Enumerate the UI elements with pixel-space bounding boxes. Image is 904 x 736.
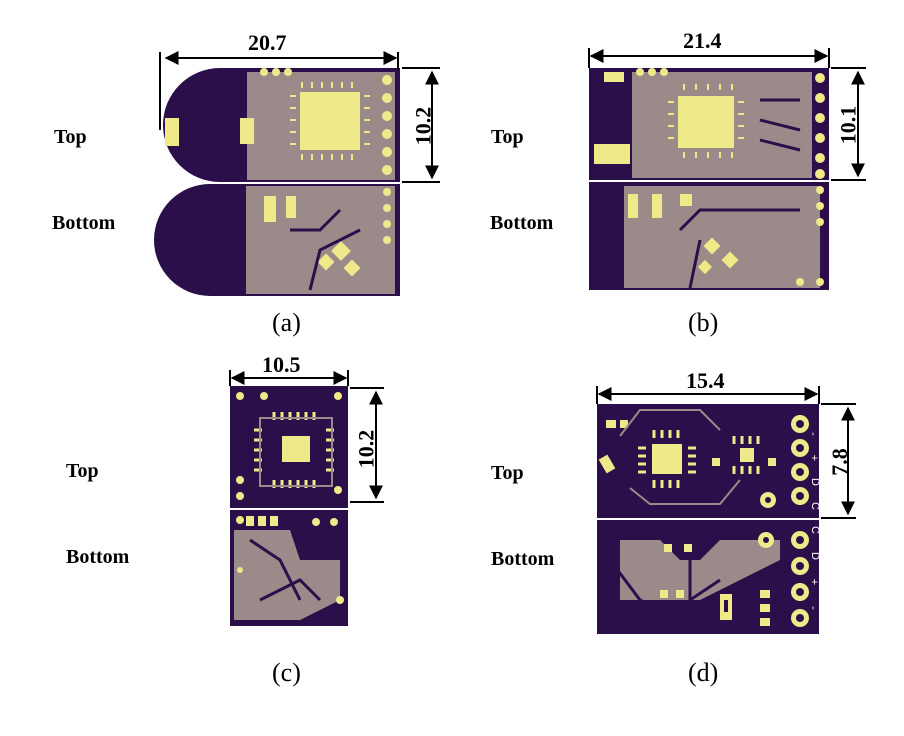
panel-d-bottom-label: Bottom <box>491 548 555 570</box>
panel-b-height-dimension: 10.1 <box>835 105 861 145</box>
panel-c-top-board <box>230 386 348 508</box>
panel-d-top-pin-label: + <box>808 454 821 462</box>
panel-d-bottom-board <box>597 520 819 634</box>
panel-c-height-dimension: 10.2 <box>353 429 379 469</box>
panel-d-top-pin-label: D <box>808 478 821 486</box>
panel-d-bottom-pin-label: C <box>808 526 821 534</box>
panel-a-top-board <box>163 68 400 182</box>
panel-c-bottom-label: Bottom <box>66 546 130 568</box>
panel-a-bottom-board <box>154 184 400 296</box>
panel-d-top-pin-label: C <box>808 502 821 510</box>
panel-b-top-board <box>589 68 829 180</box>
panel-a-dimensions <box>159 51 440 183</box>
panel-b-caption: (b) <box>688 308 719 337</box>
panel-a-height-dimension: 10.2 <box>410 106 436 146</box>
panel-d-top-pin-label: - <box>806 432 819 436</box>
panel-d-top-board <box>597 404 819 518</box>
panel-d-top-label: Top <box>491 462 524 484</box>
panel-b-bottom-label: Bottom <box>490 212 554 234</box>
panel-c-caption: (c) <box>272 658 301 687</box>
panel-c-top-label: Top <box>66 460 99 482</box>
panel-b-width-dimension: 21.4 <box>683 28 722 53</box>
panel-d-height-dimension: 7.8 <box>826 448 852 476</box>
panel-d-bottom-pin-label: D <box>808 552 821 560</box>
panel-b-top-label: Top <box>491 126 524 148</box>
panel-b-bottom-board <box>589 182 829 290</box>
panel-d-dimensions <box>596 386 856 519</box>
panel-d-width-dimension: 15.4 <box>686 368 725 393</box>
panel-a-bottom-label: Bottom <box>52 212 116 234</box>
panel-d-caption: (d) <box>688 658 719 687</box>
panel-c-dimensions <box>229 370 384 503</box>
panel-a-width-dimension: 20.7 <box>248 30 287 55</box>
panel-a-caption: (a) <box>272 308 301 337</box>
panel-b-dimensions <box>588 48 866 181</box>
panel-d-bottom-pin-label: + <box>808 578 821 586</box>
panel-c-bottom-board <box>230 510 348 626</box>
panel-d-bottom-pin-label: - <box>806 606 819 610</box>
panel-a-top-label: Top <box>54 126 87 148</box>
panel-c-width-dimension: 10.5 <box>262 352 301 377</box>
